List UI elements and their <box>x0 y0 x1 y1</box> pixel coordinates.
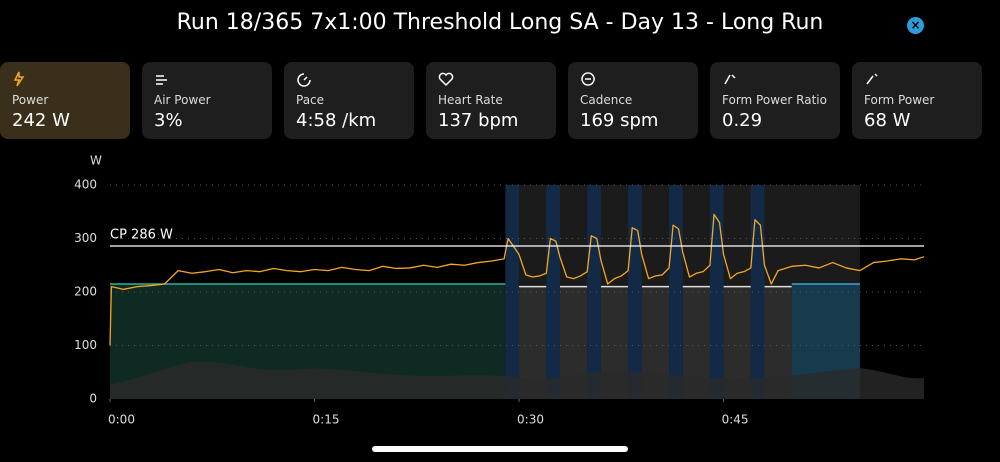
metric-card[interactable]: Cadence 169 spm <box>568 62 698 139</box>
metric-card[interactable]: Power 242 W <box>0 62 130 139</box>
rep-interval <box>628 185 642 399</box>
card-label: Form Power <box>864 93 935 107</box>
title: Run 18/365 7x1:00 Threshold Long SA - Da… <box>176 10 824 35</box>
card-icon <box>13 71 25 87</box>
metric-card[interactable]: Heart Rate 137 bpm <box>426 62 556 139</box>
card-icon <box>724 74 736 85</box>
card-value: 0.29 <box>722 110 763 131</box>
metric-card[interactable]: Form Power 68 W <box>852 62 982 139</box>
card-value: 4:58 /km <box>296 110 377 131</box>
card-value: 3% <box>154 110 183 131</box>
card-icon <box>156 75 167 85</box>
card-label: Heart Rate <box>438 93 503 107</box>
card-value: 169 spm <box>580 110 659 131</box>
x-tick-label: 0:00 <box>108 413 135 427</box>
rep-interval <box>587 185 601 399</box>
metric-card[interactable]: Air Power 3% <box>142 62 272 139</box>
card-icon <box>438 72 454 87</box>
x-tick-label: 0:30 <box>517 413 544 427</box>
card-label: Power <box>12 93 49 107</box>
card-value: 242 W <box>12 110 70 131</box>
y-tick-label: 200 <box>74 285 97 299</box>
card-value: 137 bpm <box>438 110 519 131</box>
rep-interval <box>546 185 560 399</box>
card-value: 68 W <box>864 110 911 131</box>
power-line <box>109 213 925 346</box>
y-tick-label: 400 <box>74 178 97 192</box>
x-tick-label: 0:15 <box>313 413 340 427</box>
y-tick-label: 0 <box>89 392 97 406</box>
card-label: Air Power <box>154 93 211 107</box>
y-tick-label: 300 <box>74 231 97 245</box>
card-icon <box>297 73 311 87</box>
close-button[interactable]: × <box>907 17 924 34</box>
card-icon <box>581 72 595 86</box>
card-label: Form Power Ratio <box>722 93 827 107</box>
metric-card[interactable]: Pace 4:58 /km <box>284 62 414 139</box>
cp-label: CP 286 W <box>110 227 173 242</box>
y-unit: W <box>90 154 102 168</box>
rep-interval <box>750 185 765 399</box>
metric-card[interactable]: Form Power Ratio 0.29 <box>710 62 840 139</box>
card-label: Cadence <box>580 93 633 107</box>
card-icon <box>866 73 878 85</box>
chart: W 0 100 200 300 400 0:00 0:15 0:30 0:45 CP 286 W <box>74 154 925 427</box>
y-tick-label: 100 <box>74 338 97 352</box>
card-label: Pace <box>296 93 325 107</box>
x-tick-label: 0:45 <box>722 413 749 427</box>
elevation-area <box>110 361 924 399</box>
home-indicator <box>372 446 628 452</box>
